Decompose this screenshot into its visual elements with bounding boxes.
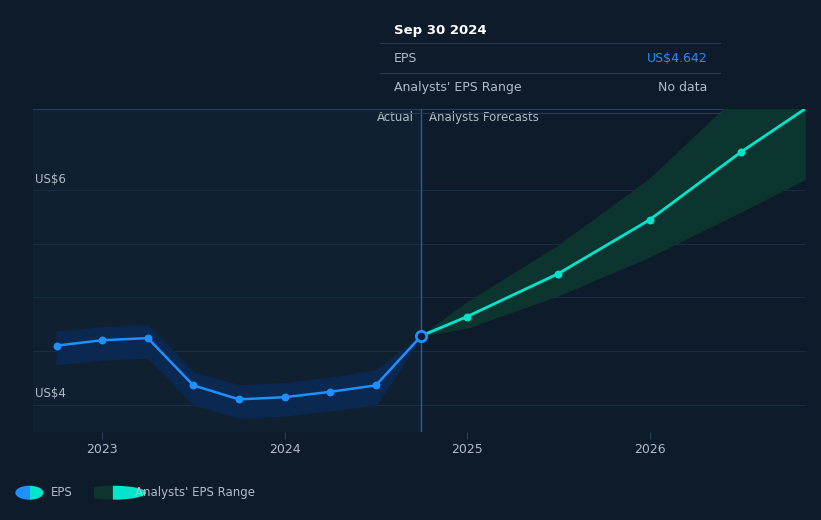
Text: US$4.642: US$4.642 <box>647 52 707 65</box>
Wedge shape <box>30 486 44 500</box>
Point <box>95 336 108 344</box>
Wedge shape <box>16 486 30 500</box>
Point <box>734 148 747 157</box>
Point <box>369 381 383 389</box>
Text: Sep 30 2024: Sep 30 2024 <box>394 24 486 37</box>
Point <box>643 216 656 224</box>
Text: Analysts' EPS Range: Analysts' EPS Range <box>135 486 255 499</box>
Text: US$6: US$6 <box>34 173 66 186</box>
Point <box>415 332 428 340</box>
Text: Analysts' EPS Range: Analysts' EPS Range <box>394 81 521 94</box>
Point <box>141 334 154 342</box>
Text: EPS: EPS <box>394 52 417 65</box>
Text: Analysts Forecasts: Analysts Forecasts <box>429 111 539 124</box>
Text: US$4: US$4 <box>34 387 66 400</box>
Wedge shape <box>80 486 113 500</box>
Point <box>50 342 63 350</box>
Text: EPS: EPS <box>50 486 72 499</box>
Bar <box>33 109 421 432</box>
Point <box>461 313 474 321</box>
Point <box>187 381 200 389</box>
Text: Actual: Actual <box>377 111 414 124</box>
Text: No data: No data <box>658 81 707 94</box>
Bar <box>421 109 805 432</box>
Point <box>323 388 337 396</box>
Point <box>278 393 291 401</box>
Wedge shape <box>113 486 146 500</box>
Point <box>232 395 245 404</box>
Point <box>552 269 565 278</box>
